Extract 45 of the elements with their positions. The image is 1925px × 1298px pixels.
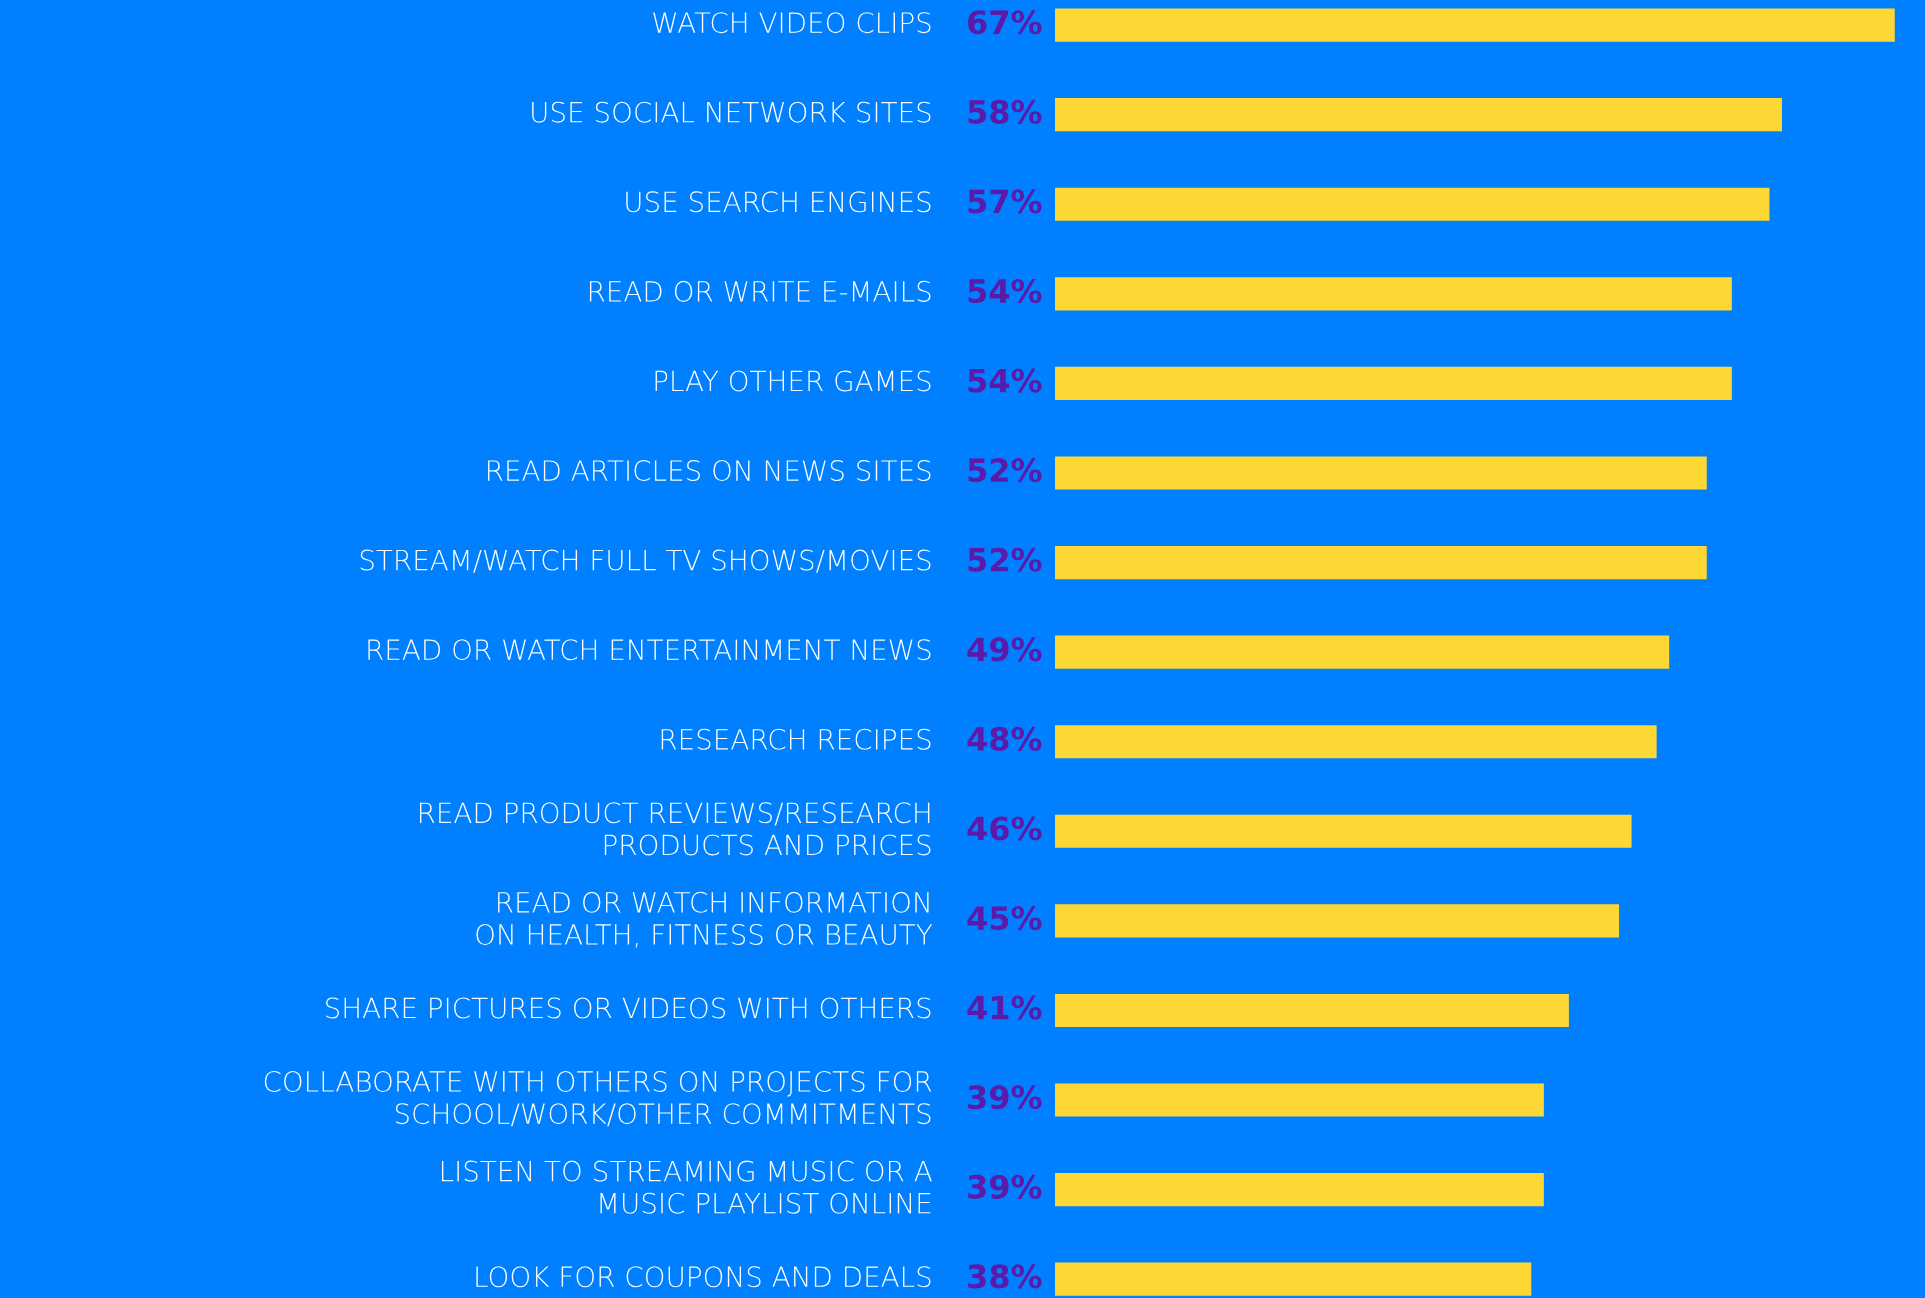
y-tick-label: STREAM/WATCH FULL TV SHOWS/MOVIES [360,549,931,573]
y-tick-label: COLLABORATE WITH OTHERS ON PROJECTS FOR SCHOOL/WORK/OTHER COMMITMENTS [264,1071,932,1127]
data-label: 48% [967,726,1042,751]
y-tick-label: WATCH VIDEO CLIPS [653,12,931,34]
y-tick-label: READ OR WRITE E-MAILS [589,280,931,302]
data-label: 49% [967,637,1042,662]
data-label: 41% [967,995,1042,1020]
y-tick-label: READ PRODUCT REVIEWS/RESEARCH PRODUCTS AND PRICES [420,802,931,856]
bar [1055,8,1895,42]
y-tick-label: READ ARTICLES ON NEWS SITES [488,460,931,482]
bar [1055,456,1707,490]
data-label: 54% [968,368,1042,393]
y-tick-label: PLAY OTHER GAMES [655,370,931,392]
y-tick-label: READ OR WATCH INFORMATION ON HEALTH, FITNESS OR BEAUTY [476,891,933,948]
y-tick-label: LISTEN TO STREAMING MUSIC OR A MUSIC PLAYLIST ONLINE [441,1160,932,1214]
y-tick-label: RESEARCH RECIPES [661,728,931,750]
data-label: 46% [967,816,1042,841]
bar [1055,277,1732,311]
y-tick-label: SHARE PICTURES OR VIDEOS WITH OTHERS [326,997,931,1019]
bar [1055,904,1620,938]
bar [1055,993,1569,1028]
data-label: 45% [967,905,1042,931]
data-label: 52% [968,547,1042,572]
bar [1055,1173,1544,1207]
y-tick-label: LOOK FOR COUPONS AND DEALS [476,1266,931,1288]
data-label: 57% [968,189,1042,214]
bar [1055,725,1657,759]
bar [1055,814,1632,848]
data-label: 54% [968,278,1042,304]
data-label: 39% [968,1085,1042,1110]
y-tick-label: USE SEARCH ENGINES [626,191,931,213]
bar [1055,187,1770,221]
data-label: 67% [968,10,1042,35]
bar [1055,98,1782,132]
data-label: 38% [968,1264,1042,1289]
bar [1055,366,1732,400]
data-label: 39% [968,1174,1042,1199]
y-tick-label: USE SOCIAL NETWORK SITES [532,101,931,123]
bar [1055,545,1707,580]
data-label: 58% [968,99,1042,124]
bar [1055,1262,1532,1296]
data-label: 52% [968,458,1042,483]
bar [1055,635,1670,669]
bar [1055,1083,1544,1117]
y-tick-label: READ OR WATCH ENTERTAINMENT NEWS [368,639,931,661]
